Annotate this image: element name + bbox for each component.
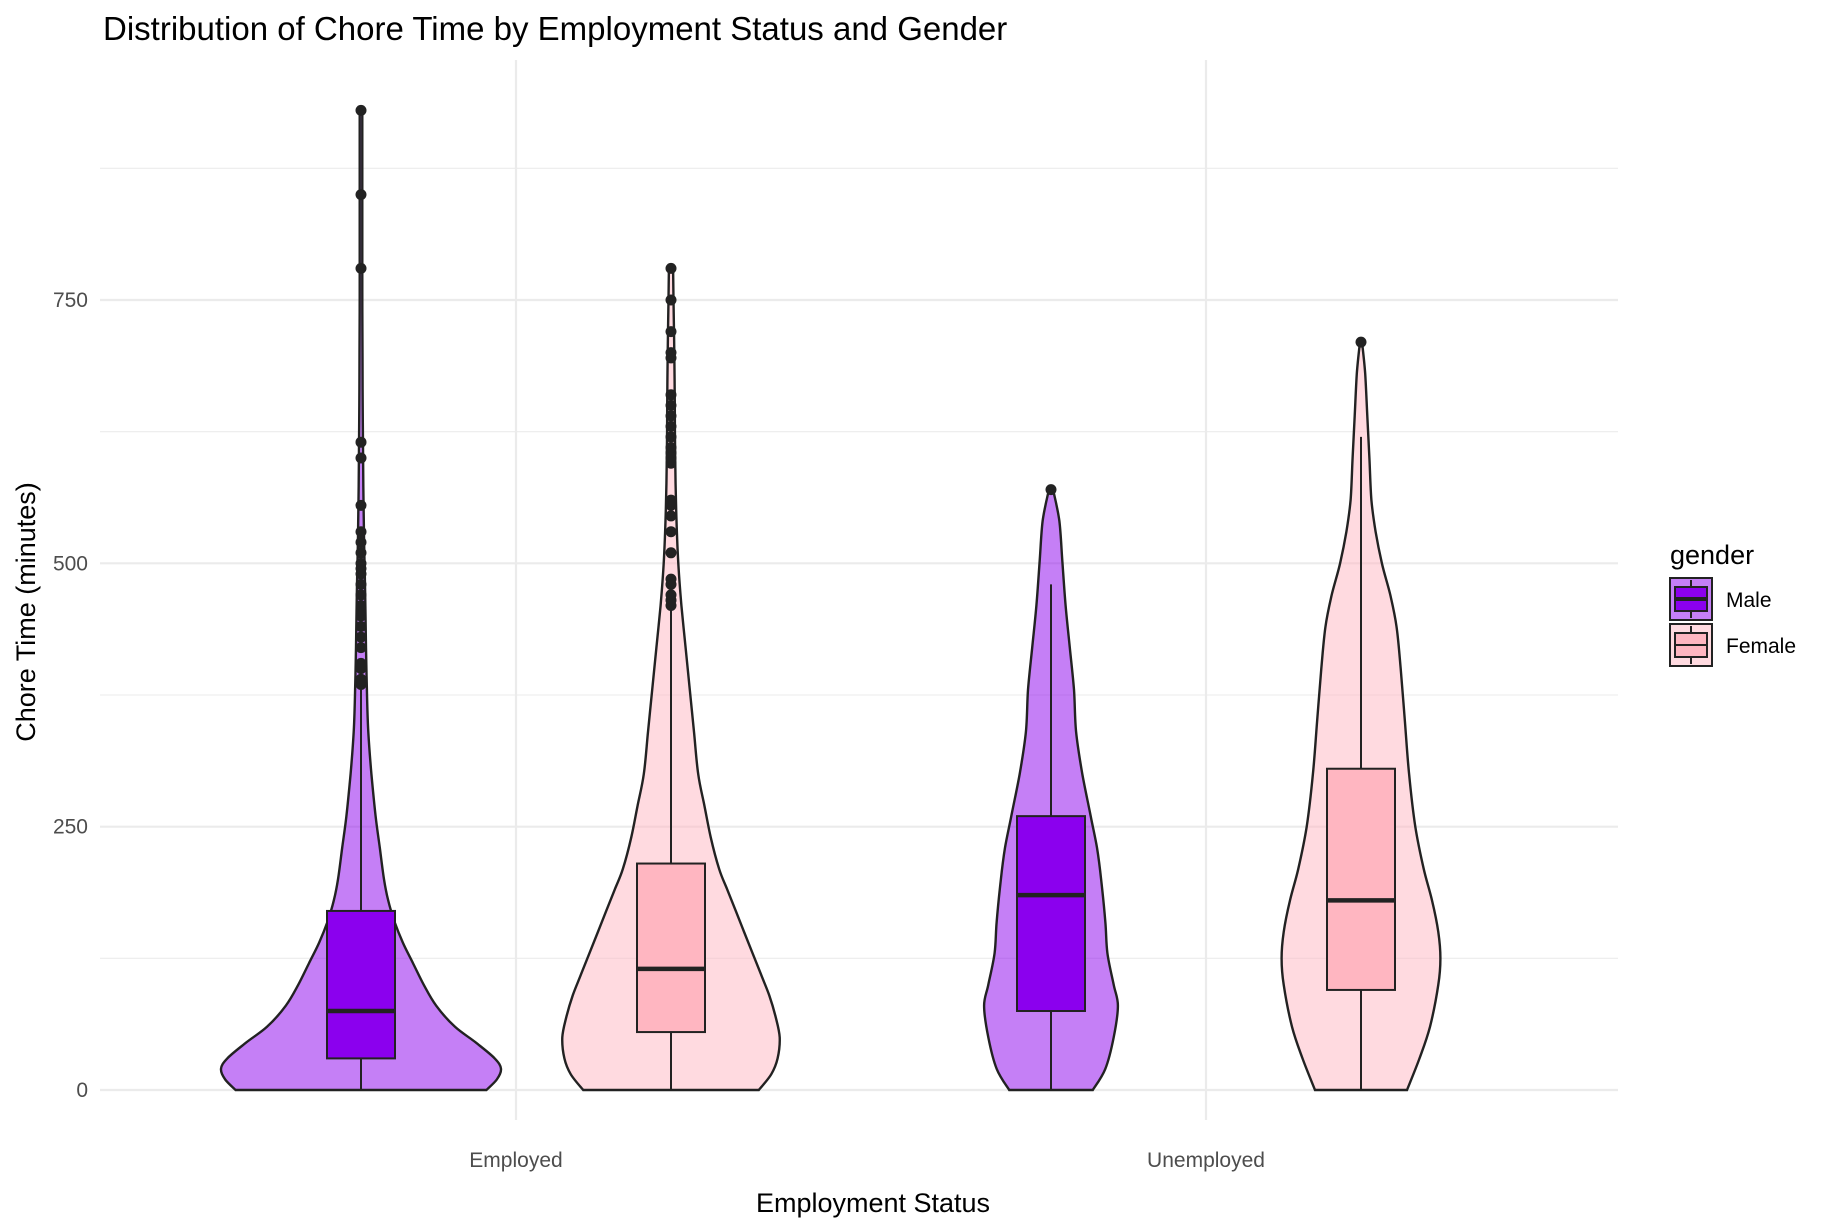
- outlier-male-employed: [356, 105, 367, 116]
- legend-item-male[interactable]: Male: [1670, 578, 1772, 620]
- violins: [221, 110, 1440, 1090]
- outlier-female-employed: [666, 526, 677, 537]
- box-male-unemployed: [1017, 816, 1085, 1011]
- outlier-male-employed: [356, 453, 367, 464]
- legend: gender Male Female: [1670, 540, 1796, 666]
- outlier-female-employed: [666, 547, 677, 558]
- outlier-female-employed: [666, 389, 677, 400]
- outlier-male-employed: [356, 579, 367, 590]
- chart-title: Distribution of Chore Time by Employment…: [103, 10, 1007, 47]
- outlier-female-employed: [666, 510, 677, 521]
- outlier-female-employed: [666, 347, 677, 358]
- legend-label-male: Male: [1726, 589, 1772, 612]
- outlier-female-employed: [666, 400, 677, 411]
- outlier-male-employed: [356, 589, 367, 600]
- x-axis-title: Employment Status: [756, 1188, 990, 1218]
- outlier-male-employed: [356, 537, 367, 548]
- outlier-points: [356, 105, 1367, 690]
- box-male-employed: [327, 911, 395, 1058]
- outlier-male-employed: [356, 621, 367, 632]
- outlier-male-employed: [356, 526, 367, 537]
- outlier-female-employed: [666, 410, 677, 421]
- y-axis-title: Chore Time (minutes): [11, 482, 41, 742]
- box-female-employed: [637, 864, 705, 1033]
- y-tick-label: 250: [53, 816, 88, 839]
- outlier-female-employed: [666, 574, 677, 585]
- outlier-female-employed: [666, 326, 677, 337]
- outlier-female-employed: [666, 442, 677, 453]
- outlier-female-employed: [666, 295, 677, 306]
- outlier-male-employed: [356, 558, 367, 569]
- boxplots: [327, 437, 1395, 1090]
- outlier-male-employed: [356, 189, 367, 200]
- legend-title: gender: [1670, 540, 1754, 570]
- outlier-male-employed: [356, 658, 367, 669]
- outlier-male-unemployed: [1046, 484, 1057, 495]
- outlier-male-employed: [356, 674, 367, 685]
- outlier-male-employed: [356, 437, 367, 448]
- outlier-male-employed: [356, 547, 367, 558]
- outlier-male-employed: [356, 632, 367, 643]
- y-tick-label: 500: [53, 552, 88, 575]
- legend-label-female: Female: [1726, 635, 1796, 658]
- y-tick-label: 0: [76, 1079, 88, 1102]
- outlier-female-employed: [666, 495, 677, 506]
- outlier-male-employed: [356, 500, 367, 511]
- y-tick-label: 750: [53, 289, 88, 312]
- x-tick-label: Unemployed: [1147, 1149, 1265, 1172]
- box-female-unemployed: [1327, 769, 1395, 990]
- outlier-male-employed: [356, 642, 367, 653]
- outlier-female-unemployed: [1356, 337, 1367, 348]
- x-tick-label: Employed: [469, 1149, 562, 1172]
- outlier-female-employed: [666, 589, 677, 600]
- legend-item-female[interactable]: Female: [1670, 624, 1796, 666]
- outlier-male-employed: [356, 263, 367, 274]
- outlier-female-employed: [666, 431, 677, 442]
- outlier-female-employed: [666, 421, 677, 432]
- outlier-male-employed: [356, 600, 367, 611]
- outlier-female-employed: [666, 263, 677, 274]
